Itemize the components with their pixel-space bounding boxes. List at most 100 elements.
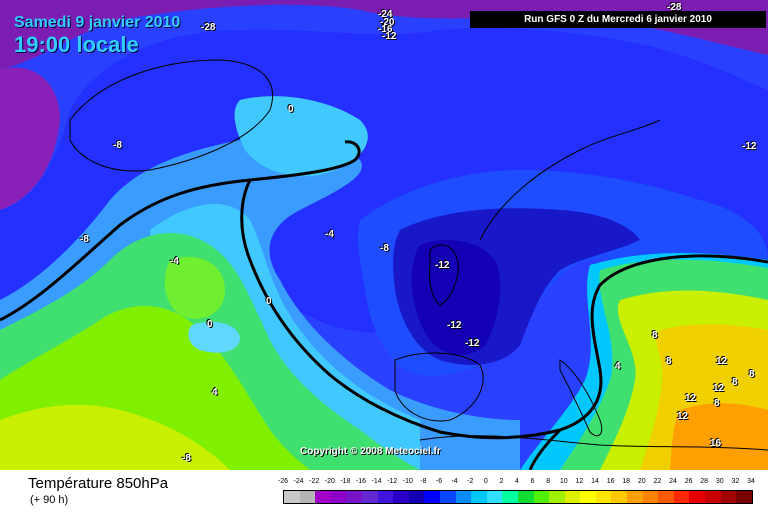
coastline-iberia [394,352,484,422]
contour-label: -12 [382,31,397,42]
contour-label: 12 [685,393,697,404]
legend-swatch [642,491,659,503]
contour-label: 12 [716,356,728,367]
legend-tick-label: 22 [653,478,662,485]
legend-tick-label: 16 [606,478,615,485]
region-mediterranean-orange [670,403,768,470]
legend-swatch [361,491,378,503]
legend-tick-label: -14 [371,478,382,485]
contour-label: 8 [666,356,672,367]
region-atlantic-yellowgreen [0,404,230,470]
legend-swatch [439,491,456,503]
legend-tick-labels: -26 -24 -22 -20 -18 -16 -14 -12 -10 -8 -6 -4 -2 0 2 4 6 8… [278,478,755,490]
legend-swatch [533,491,550,503]
contour-label: -12 [447,320,462,331]
legend-tick-label: -2 [467,478,474,485]
legend-swatch [299,491,316,503]
contour-label: -8 [182,453,191,464]
legend-swatch [424,491,440,503]
legend-swatch [595,491,612,503]
legend-swatch [330,491,347,503]
forecast-time: 19:00 locale [14,32,139,57]
forecast-date: Samedi 9 janvier 2010 [14,14,181,31]
contour-label: 0 [266,296,272,307]
legend-tick-label: 12 [575,478,584,485]
legend-tick-label: 2 [499,478,504,485]
coastline-italy [559,359,603,437]
legend-tick-label: 28 [700,478,709,485]
legend-swatch [627,491,643,503]
contour-label: -20 [380,17,395,28]
contour-label: -4 [170,256,179,267]
legend-tick-label: 6 [530,478,535,485]
legend-tick-label: 34 [747,478,755,485]
contour-label: -16 [378,24,393,35]
contour-label: -28 [667,2,682,13]
legend-tick-label: -8 [420,478,427,485]
isotherm-0-atlantic [240,179,768,440]
contour-label: 12 [677,411,689,422]
legend-tick-label: 24 [669,478,677,485]
copyright: Copyright © 2008 Meteociel.fr [300,446,441,457]
isotherm-0-west [0,140,361,322]
legend-swatch [580,491,596,503]
legend-tick-label: 30 [715,478,724,485]
contour-label: -28 [201,22,216,33]
legend-swatch [486,491,503,503]
region-arctic-purple-west [0,67,60,210]
contour-label: 4 [212,387,218,398]
contour-label: -12 [435,260,450,271]
region-mid-atlantic-green-cell [164,256,225,319]
coastline-scandinavia [479,119,661,241]
legend-tick-label: 26 [684,478,693,485]
coastline-greenland [69,59,273,172]
color-legend: -26 -24 -22 -20 -18 -16 -14 -12 -10 -8 -6 -4 -2 0 2 4 6 8… [278,478,755,504]
legend-tick-label: 14 [591,478,599,485]
legend-tick-label: -4 [451,478,458,485]
contour-label: -8 [80,234,89,245]
legend-swatch [393,491,409,503]
contour-label: 8 [732,377,738,388]
legend-swatch [658,491,674,503]
legend-tick-label: -16 [355,478,367,485]
contour-label: -24 [378,9,393,20]
legend-swatch [471,491,487,503]
legend-tick-label: 0 [483,478,488,485]
legend-swatch [284,491,300,503]
legend-swatch [502,491,518,503]
legend-swatch [705,491,721,503]
legend-tick-label: 18 [622,478,631,485]
contour-label: 16 [710,438,722,449]
legend-swatch [346,491,362,503]
coastline-britain [429,244,459,306]
region-greenland-blue [0,28,768,333]
legend-tick-label: -10 [402,478,413,485]
model-run: Run GFS 0 Z du Mercredi 6 janvier 2010 [470,11,766,28]
region-atlantic-cyan-north [234,96,368,177]
coastline-north-africa [419,435,768,451]
legend-tick-label: 4 [515,478,519,485]
forecast-lead-time: (+ 90 h) [30,494,69,506]
legend-swatch [455,491,472,503]
legend-tick-label: -22 [309,478,320,485]
legend-tick-label: -18 [340,478,351,485]
legend-tick-label: -24 [293,478,304,485]
contour-label: 4 [615,361,621,372]
legend-swatch [377,491,394,503]
contour-label: -8 [113,140,122,151]
contour-label: 12 [713,383,725,394]
legend-swatch [673,491,690,503]
legend-swatch [549,491,565,503]
legend-color-bar [283,490,753,504]
legend-tick-label: -12 [387,478,398,485]
contour-label: 8 [749,369,755,380]
variable-name: Température 850hPa [28,475,169,492]
contour-label: 8 [652,330,658,341]
legend-swatch [611,491,628,503]
region-zero-cell [188,321,240,353]
contour-label: -12 [742,141,757,152]
legend-tick-label: 20 [637,478,646,485]
region-north-cap [278,103,331,129]
legend-swatch [564,491,581,503]
